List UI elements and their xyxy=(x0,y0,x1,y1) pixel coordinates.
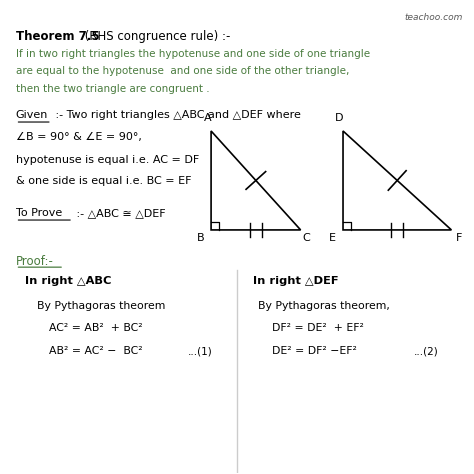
Text: By Pythagoras theorem: By Pythagoras theorem xyxy=(36,301,165,310)
Text: hypotenuse is equal i.e. AC = DF: hypotenuse is equal i.e. AC = DF xyxy=(16,155,199,165)
Text: By Pythagoras theorem,: By Pythagoras theorem, xyxy=(258,301,390,310)
Text: & one side is equal i.e. BC = EF: & one side is equal i.e. BC = EF xyxy=(16,176,191,186)
Text: then the two triangle are congruent .: then the two triangle are congruent . xyxy=(16,84,209,94)
Text: DF² = DE²  + EF²: DF² = DE² + EF² xyxy=(273,323,364,333)
Text: B: B xyxy=(197,233,204,243)
Text: DE² = DF² −EF²: DE² = DF² −EF² xyxy=(273,346,357,356)
Text: Given: Given xyxy=(16,110,48,120)
Text: :- Two right triangles △ABC and △DEF where: :- Two right triangles △ABC and △DEF whe… xyxy=(52,110,301,120)
Text: Theorem 7.5: Theorem 7.5 xyxy=(16,30,99,43)
Text: D: D xyxy=(335,113,344,123)
Text: Proof:-: Proof:- xyxy=(16,255,54,268)
Text: AB² = AC² −  BC²: AB² = AC² − BC² xyxy=(48,346,142,356)
Text: In right △DEF: In right △DEF xyxy=(254,276,339,286)
Text: (RHS congruence rule) :-: (RHS congruence rule) :- xyxy=(81,30,230,43)
Text: To Prove: To Prove xyxy=(16,208,62,218)
Text: In right △ABC: In right △ABC xyxy=(25,276,111,286)
Text: If in two right triangles the hypotenuse and one side of one triangle: If in two right triangles the hypotenuse… xyxy=(16,48,370,58)
Text: C: C xyxy=(302,233,310,243)
Text: ...(1): ...(1) xyxy=(188,346,212,356)
Text: :- △ABC ≅ △DEF: :- △ABC ≅ △DEF xyxy=(73,208,165,218)
Text: ...(2): ...(2) xyxy=(414,346,438,356)
Text: teachoo.com: teachoo.com xyxy=(405,13,463,22)
Text: E: E xyxy=(329,233,336,243)
Text: are equal to the hypotenuse  and one side of the other triangle,: are equal to the hypotenuse and one side… xyxy=(16,66,349,76)
Text: AC² = AB²  + BC²: AC² = AB² + BC² xyxy=(48,323,142,333)
Text: ∠B = 90° & ∠E = 90°,: ∠B = 90° & ∠E = 90°, xyxy=(16,132,141,142)
Text: A: A xyxy=(203,113,211,123)
Text: F: F xyxy=(456,233,462,243)
